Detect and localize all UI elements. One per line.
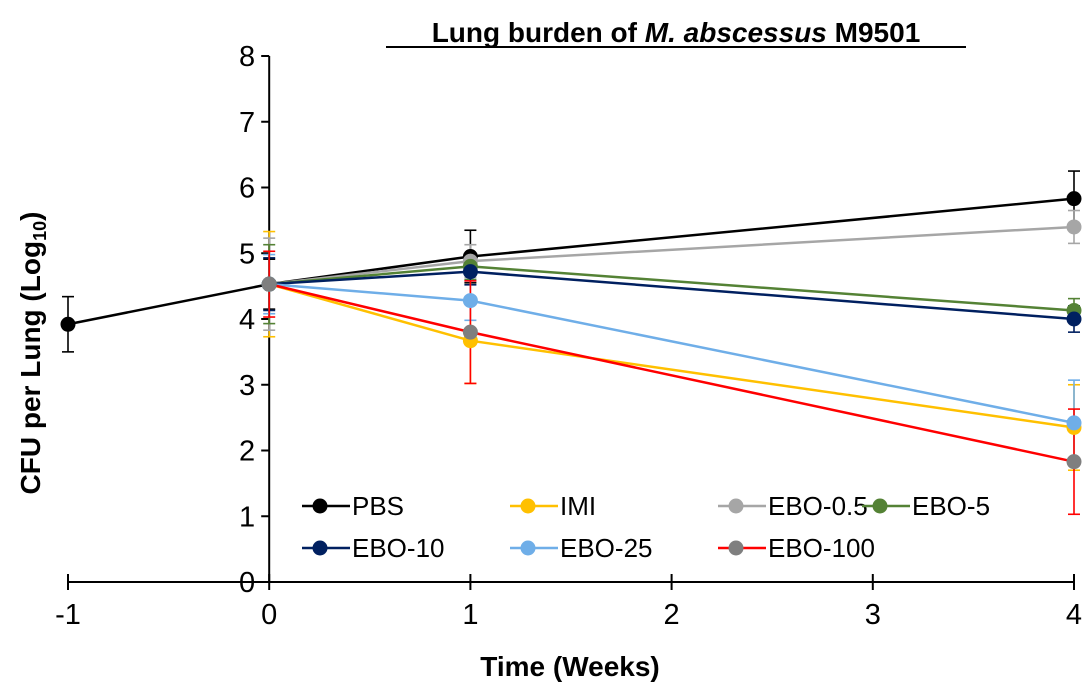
- x-tick-label-3: 3: [865, 599, 881, 631]
- legend-label-ebo-5: EBO-5: [912, 491, 990, 521]
- x-tick-label--1: -1: [55, 599, 81, 631]
- y-tick-label-3: 3: [239, 370, 255, 402]
- y-tick-label-7: 7: [239, 107, 255, 139]
- y-axis-label-subscript: 10: [30, 221, 50, 241]
- legend-marker-ebo-0-5: [728, 498, 744, 514]
- data-point-ebo-100-1: [462, 324, 478, 340]
- chart-title-part-2: M. abscessus: [645, 17, 827, 48]
- x-tick-label-1: 1: [462, 599, 478, 631]
- series-line-ebo-25: [269, 282, 1075, 425]
- data-point-ebo-100-2: [1066, 454, 1082, 470]
- x-tick-label-0: 0: [261, 599, 277, 631]
- y-tick-label-4: 4: [239, 304, 255, 336]
- legend-label-ebo-100: EBO-100: [768, 533, 875, 563]
- legend-marker-ebo-10: [312, 540, 328, 556]
- data-point-ebo-25-2: [1066, 415, 1082, 431]
- x-tick-label-4: 4: [1066, 599, 1082, 631]
- series-markers: [60, 191, 1082, 470]
- legend-label-imi: IMI: [560, 491, 596, 521]
- chart-title: Lung burden of M. abscessus M9501: [432, 17, 921, 48]
- y-tick-label-8: 8: [239, 41, 255, 73]
- y-tick-label-5: 5: [239, 238, 255, 270]
- y-tick-label-6: 6: [239, 173, 255, 205]
- data-point-pbs-3: [1066, 191, 1082, 207]
- data-point-ebo-25-1: [462, 293, 478, 309]
- data-point-pbs-0: [60, 316, 76, 332]
- legend-label-pbs: PBS: [352, 491, 404, 521]
- chart-title-part-1: Lung burden of: [432, 17, 645, 48]
- x-tick-label-2: 2: [664, 599, 680, 631]
- x-axis-label: Time (Weeks): [480, 651, 659, 682]
- y-axis-label-end: ): [15, 212, 46, 221]
- series-lines: [67, 197, 1075, 463]
- y-axis-label: CFU per Lung (Log10): [15, 212, 50, 495]
- error-bars: [62, 170, 1080, 516]
- legend: PBS IMI EBO-0.5 EBO-5 EBO-10 EBO-25 EBO-100: [302, 491, 990, 563]
- legend-marker-ebo-25: [520, 540, 536, 556]
- data-point-ebo-0-5-2: [1066, 219, 1082, 235]
- series-line-imi: [268, 282, 1075, 429]
- legend-marker-pbs: [312, 498, 328, 514]
- data-point-ebo-10-1: [462, 264, 478, 280]
- y-tick-label-0: 0: [239, 567, 255, 599]
- data-point-ebo-100-0: [261, 276, 277, 292]
- y-axis-label-main: CFU per Lung (Log: [15, 241, 46, 495]
- y-tick-label-1: 1: [239, 501, 255, 533]
- legend-label-ebo-10: EBO-10: [352, 533, 445, 563]
- legend-marker-ebo-5: [872, 498, 888, 514]
- legend-label-ebo-0-5: EBO-0.5: [768, 491, 868, 521]
- legend-marker-ebo-100: [728, 540, 744, 556]
- data-point-ebo-10-2: [1066, 311, 1082, 327]
- series-line-pbs: [67, 197, 1075, 326]
- legend-label-ebo-25: EBO-25: [560, 533, 653, 563]
- y-tick-label-2: 2: [239, 436, 255, 468]
- chart-title-part-3: M9501: [827, 17, 920, 48]
- legend-marker-imi: [520, 498, 536, 514]
- axes: 0 1 2 3 4 5 6 7 8 -1 0 1 2 3 4: [55, 41, 1082, 631]
